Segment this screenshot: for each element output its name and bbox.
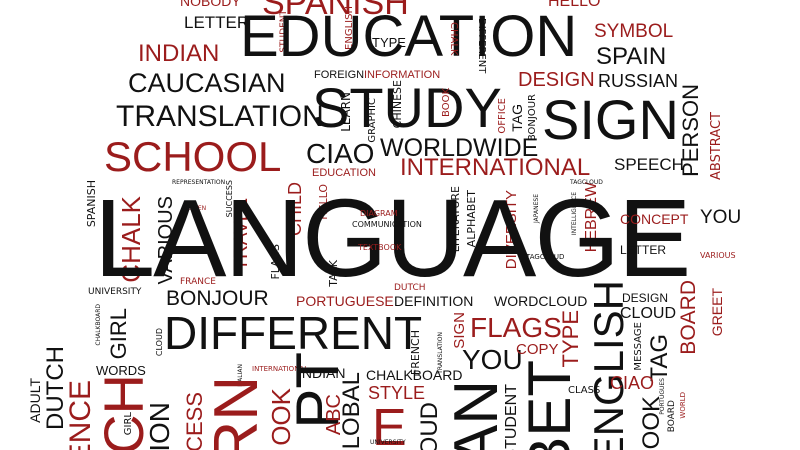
- word-cloud-vertical: CLOUD: [155, 328, 164, 357]
- word-definition: DEFINITION: [394, 293, 474, 309]
- word-foreign: FOREIGN: [314, 69, 365, 81]
- word-office-vertical: OFFICE: [497, 98, 508, 134]
- word-type-vertical: TYPE: [558, 310, 583, 368]
- word-education-large: EDUCATION: [240, 4, 578, 69]
- word-russian: RUSSIAN: [598, 71, 679, 91]
- word-bonjour: BONJOUR: [166, 287, 269, 310]
- word-representation: REPRESENTATION: [172, 179, 226, 186]
- word-rn-vertical-large: RN: [202, 376, 271, 450]
- word-copy: COPY: [516, 341, 559, 358]
- word-different-large: DIFFERENT: [164, 307, 423, 359]
- word-greet-vertical: GREET: [709, 288, 725, 337]
- word-message-vertical: MESSAGE: [633, 322, 644, 371]
- word-diagram: DIAGRAM: [360, 209, 398, 218]
- word-book-vertical: BOOK: [441, 88, 452, 117]
- word-ciao: CIAO: [306, 138, 375, 169]
- word-global-vertical: GLOBAL: [338, 372, 365, 450]
- word-symbol: SYMBOL: [594, 21, 674, 42]
- word-type: TYPE: [372, 35, 406, 50]
- word-e-large: E: [372, 399, 407, 450]
- word-dutch-small: DUTCH: [394, 283, 426, 293]
- word-class: CLASS: [568, 385, 601, 396]
- word-design: DESIGN: [518, 69, 595, 91]
- word-indian: INDIAN: [138, 40, 220, 67]
- word-board-vertical-small: BOARD: [667, 400, 677, 433]
- word-france: FRANCE: [180, 277, 216, 287]
- word-board-vertical: BOARD: [677, 280, 700, 355]
- word-speech: SPEECH: [614, 155, 684, 174]
- word-you-right: YOU: [700, 207, 742, 228]
- word-various-right: VARIOUS: [700, 251, 736, 260]
- word-language: LANGUAGE: [94, 177, 691, 300]
- word-words: WORDS: [96, 363, 146, 378]
- word-style: STYLE: [368, 383, 426, 403]
- word-bet-vertical-large: BET: [516, 360, 583, 450]
- word-wordcloud: WORDCLOUD: [494, 293, 588, 309]
- word-tagcloud-small: TAGCLOUD: [570, 179, 603, 186]
- word-university: UNIVERSITY: [88, 287, 142, 297]
- word-chalk-vertical: CHALK: [448, 22, 459, 56]
- word-chalkboard: CHALKBOARD: [366, 367, 463, 383]
- word-information: INFORMATION: [364, 69, 441, 81]
- word-indian: INDIAN: [298, 365, 346, 381]
- word-design-right: DESIGN: [622, 291, 669, 305]
- word-you: YOU: [462, 344, 523, 375]
- word-ation-vertical-large: ATION: [144, 402, 175, 450]
- word-english-vertical-large: ENGLISH: [585, 280, 632, 450]
- word-school: SCHOOL: [104, 133, 282, 180]
- word-chinese-vertical: CHINESE: [391, 80, 404, 129]
- word-international-small: INTERNATIONAL: [252, 365, 309, 373]
- word-abstract-vertical: ABSTRACT: [709, 112, 724, 180]
- word-international: INTERNATIONAL: [400, 154, 591, 181]
- word-ciao-right: CIAO: [610, 373, 655, 393]
- word-caucasian: CAUCASIAN: [128, 68, 286, 98]
- word-book-vertical-right: BOOK: [638, 396, 665, 450]
- word-education-small: EDUCATION: [312, 167, 376, 179]
- word-spain: SPAIN: [596, 43, 667, 70]
- word-different-vertical: DIFFERENT: [476, 18, 487, 74]
- word-flags: FLAGS: [470, 312, 562, 343]
- word-portuguese: PORTUGUESE: [296, 293, 394, 309]
- word-worldwide: WORLDWIDE: [380, 134, 539, 162]
- word-chalkboard-vertical-small: CHALKBOARD: [95, 304, 102, 346]
- word-spanish: SPANISH: [262, 0, 409, 22]
- word-adult-vertical: ADULT: [27, 378, 43, 423]
- word-university-small: UNIVERSITY: [370, 439, 406, 446]
- word-textbook: TEXTBOOK: [358, 243, 402, 252]
- word-study: STUDY: [312, 76, 502, 139]
- word-letter: LETTER: [184, 13, 250, 32]
- word-hello: HELLO: [548, 0, 601, 10]
- word-letter-right: LETTER: [620, 243, 667, 257]
- word-talk-vertical: TALK: [327, 260, 340, 287]
- word-girl-vertical: GIRL: [106, 308, 131, 360]
- word-tagcloud: TAGCLOUD: [526, 253, 565, 261]
- word-sign: SIGN: [542, 88, 679, 151]
- word-world-vertical: WORLD: [679, 392, 687, 419]
- word-flags-vertical: FLAGS: [269, 244, 282, 280]
- word-concept: CONCEPT: [620, 211, 689, 227]
- word-translation: TRANSLATION: [116, 100, 324, 133]
- word-learn-vertical: LEARN: [339, 92, 353, 132]
- word-women: WOMEN: [182, 205, 207, 212]
- word-cloud-vertical-mid: CLOUD: [416, 402, 443, 450]
- word-tag-vertical: TAG: [509, 104, 525, 132]
- word-communication: COMMUNICATION: [352, 220, 422, 229]
- word-graphic-vertical: GRAPHIC: [367, 98, 378, 143]
- word-cloud-right: CLOUD: [620, 305, 677, 322]
- word-an-vertical-large: AN: [442, 380, 511, 450]
- word-nobody: NOBODY: [180, 0, 241, 9]
